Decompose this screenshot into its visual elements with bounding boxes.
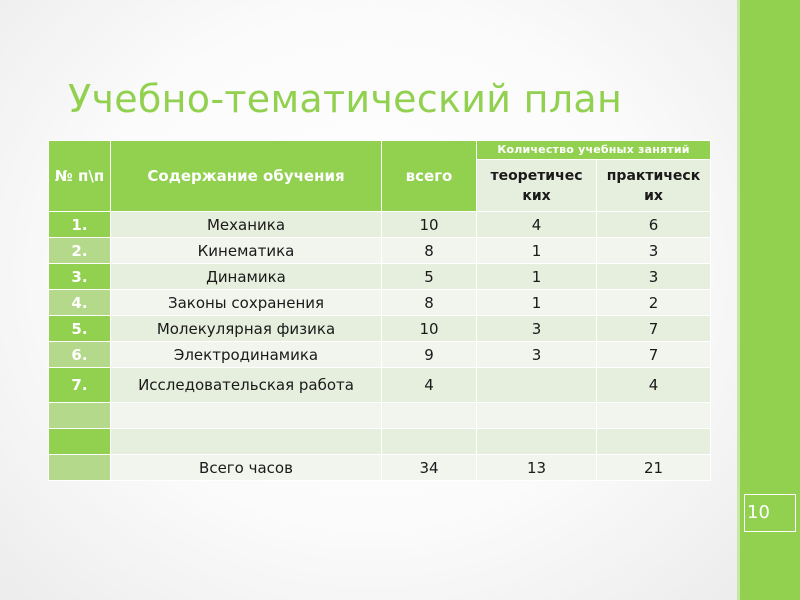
- row-theory: 1: [476, 237, 597, 264]
- header-theory: теоретичес ких: [476, 159, 597, 212]
- header-practice: практическ их: [596, 159, 711, 212]
- total-theory: 13: [476, 454, 597, 481]
- row-total: 5: [381, 263, 477, 290]
- row-practice: 3: [596, 237, 711, 264]
- row-content: Кинематика: [110, 237, 382, 264]
- row-practice: 7: [596, 315, 711, 342]
- row-number: 2.: [48, 237, 111, 264]
- row-total: [381, 428, 477, 455]
- total-practice: 21: [596, 454, 711, 481]
- header-total: всего: [381, 140, 477, 212]
- row-number: 7.: [48, 367, 111, 403]
- row-practice: 2: [596, 289, 711, 316]
- row-theory: [476, 428, 597, 455]
- right-accent-bar: [737, 0, 800, 600]
- row-practice: 6: [596, 211, 711, 238]
- row-theory: [476, 402, 597, 429]
- page-title: Учебно-тематический план: [68, 77, 623, 122]
- row-theory: [476, 367, 597, 403]
- row-theory: 3: [476, 315, 597, 342]
- slide-number: 10: [744, 494, 796, 532]
- row-practice: 4: [596, 367, 711, 403]
- table-row: 4. Законы сохранения 8 1 2: [48, 289, 711, 316]
- row-total: 8: [381, 237, 477, 264]
- row-content: [110, 428, 382, 455]
- row-number: 5.: [48, 315, 111, 342]
- table-row: 1. Механика 10 4 6: [48, 211, 711, 238]
- table-row: 6. Электродинамика 9 3 7: [48, 341, 711, 368]
- table-row: [48, 428, 711, 455]
- header-row-sub: теоретичес ких практическ их: [49, 159, 711, 212]
- header-lessons-group: Количество учебных занятий: [476, 139, 711, 161]
- row-content: Законы сохранения: [110, 289, 382, 316]
- row-content: Механика: [110, 211, 382, 238]
- row-content: Молекулярная физика: [110, 315, 382, 342]
- curriculum-table: № п\п Содержание обучения всего Количест…: [48, 139, 711, 481]
- row-number: 1.: [48, 211, 111, 238]
- row-practice: 3: [596, 263, 711, 290]
- row-number: [48, 428, 111, 455]
- row-content: Динамика: [110, 263, 382, 290]
- row-practice: 7: [596, 341, 711, 368]
- row-practice: [596, 428, 711, 455]
- row-theory: 1: [476, 263, 597, 290]
- table-row: 7. Исследовательская работа 4 4: [48, 367, 711, 403]
- row-number: [48, 402, 111, 429]
- row-content: Электродинамика: [110, 341, 382, 368]
- row-content: [110, 402, 382, 429]
- header-content: Содержание обучения: [110, 140, 382, 212]
- total-hours: 34: [381, 454, 477, 481]
- total-label: Всего часов: [110, 454, 382, 481]
- total-row: Всего часов 34 13 21: [48, 454, 711, 481]
- table-row: 2. Кинематика 8 1 3: [48, 237, 711, 264]
- row-number: 6.: [48, 341, 111, 368]
- table-row: [48, 402, 711, 429]
- row-practice: [596, 402, 711, 429]
- row-theory: 3: [476, 341, 597, 368]
- row-total: 4: [381, 367, 477, 403]
- row-number: 4.: [48, 289, 111, 316]
- row-total: 10: [381, 211, 477, 238]
- table-row: 5. Молекулярная физика 10 3 7: [48, 315, 711, 342]
- row-number: [48, 454, 111, 481]
- row-content: Исследовательская работа: [110, 367, 382, 403]
- row-number: 3.: [48, 263, 111, 290]
- row-total: 9: [381, 341, 477, 368]
- table-row: 3. Динамика 5 1 3: [48, 263, 711, 290]
- header-row-top: № п\п Содержание обучения всего Количест…: [48, 139, 711, 212]
- row-theory: 4: [476, 211, 597, 238]
- row-theory: 1: [476, 289, 597, 316]
- row-total: 8: [381, 289, 477, 316]
- header-num: № п\п: [48, 140, 111, 212]
- row-total: 10: [381, 315, 477, 342]
- row-total: [381, 402, 477, 429]
